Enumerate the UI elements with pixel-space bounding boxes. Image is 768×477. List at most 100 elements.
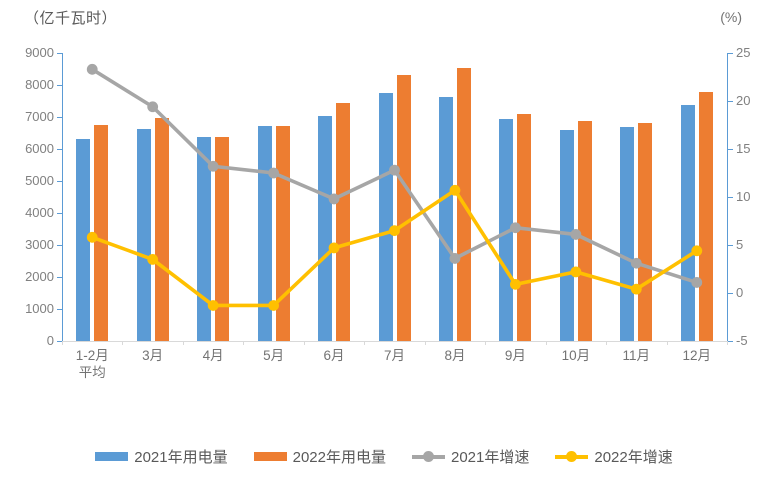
legend-label: 2022年增速 <box>594 449 673 466</box>
bar-2021年用电量 <box>499 118 514 341</box>
marker-2022年增速 <box>328 242 340 254</box>
category-axis-tick <box>666 341 668 345</box>
left-value-axis-line <box>62 53 63 342</box>
marker-2022年增速 <box>630 283 642 295</box>
left-axis-tick <box>57 277 62 278</box>
bar-2022年用电量 <box>94 125 109 341</box>
right-axis-unit-title: (%) <box>720 9 742 25</box>
bar-2021年用电量 <box>559 129 574 341</box>
right-axis-tick <box>728 149 733 150</box>
bar-2021年用电量 <box>257 125 272 341</box>
left-axis-tick <box>57 149 62 150</box>
marker-2021年增速 <box>86 63 98 75</box>
right-axis-tick-label: 0 <box>736 285 744 300</box>
category-axis-tick <box>243 341 245 345</box>
legend-line-swatch-icon <box>412 451 445 463</box>
left-axis-tick-label: 0 <box>46 333 54 348</box>
category-axis-tick <box>485 341 487 345</box>
right-axis-tick-label: 15 <box>736 141 751 156</box>
bar-2022年用电量 <box>698 92 713 341</box>
marker-2021年增速 <box>449 253 461 264</box>
category-axis-tick <box>424 341 426 345</box>
right-axis-tick-label: 25 <box>736 45 751 60</box>
left-axis-tick-label: 8000 <box>25 77 54 92</box>
legend-label: 2022年用电量 <box>292 449 386 466</box>
left-axis-tick <box>57 245 62 246</box>
legend-line-marker <box>423 451 434 462</box>
x-axis-category-label: 7月 <box>383 348 405 363</box>
marker-2021年增速 <box>691 277 703 288</box>
left-axis-tick-label: 1000 <box>25 301 54 316</box>
marker-2021年增速 <box>389 164 400 176</box>
left-axis-tick-label: 3000 <box>25 237 54 252</box>
marker-2021年增速 <box>630 257 642 269</box>
x-axis-category-label: 1-2月 平均 <box>75 348 109 380</box>
left-axis-tick-label: 2000 <box>25 269 54 284</box>
bar-2021年用电量 <box>197 137 212 341</box>
category-axis-tick <box>545 341 547 345</box>
category-axis-tick <box>62 341 63 345</box>
category-axis-line <box>62 341 728 342</box>
marker-2022年增速 <box>449 184 461 196</box>
right-axis-tick <box>728 245 733 246</box>
left-axis-unit-title: （亿千瓦时） <box>24 10 118 27</box>
legend-item-2022年用电量: 2022年用电量 <box>253 446 386 467</box>
marker-2022年增速 <box>510 278 521 290</box>
left-axis-tick-label: 4000 <box>25 205 54 220</box>
left-axis-tick <box>57 53 62 54</box>
category-axis-tick <box>303 341 305 345</box>
bar-2022年用电量 <box>396 74 411 341</box>
category-axis-tick <box>122 341 124 345</box>
left-axis-tick-label: 5000 <box>25 173 54 188</box>
bar-2022年用电量 <box>154 117 169 341</box>
left-axis-tick-label: 7000 <box>25 109 54 124</box>
left-axis-tick <box>57 117 62 118</box>
bar-2022年用电量 <box>336 102 351 341</box>
x-axis-category-label: 12月 <box>682 348 712 363</box>
marker-2021年增速 <box>570 229 582 240</box>
bar-2021年用电量 <box>438 97 453 341</box>
bar-2022年用电量 <box>215 136 230 341</box>
right-axis-tick-label: -5 <box>736 333 748 348</box>
x-axis-category-label: 10月 <box>561 348 591 363</box>
left-axis-tick <box>57 181 62 182</box>
marker-2021年增速 <box>510 222 521 234</box>
legend-item-2021年增速: 2021年增速 <box>412 446 529 467</box>
bar-2021年用电量 <box>378 92 393 341</box>
x-axis-category-label: 8月 <box>444 348 466 363</box>
bar-2022年用电量 <box>577 121 592 341</box>
right-axis-tick-label: 5 <box>736 237 744 252</box>
legend-label: 2021年增速 <box>451 449 530 466</box>
marker-2022年增速 <box>691 245 703 257</box>
x-axis-category-label: 6月 <box>323 348 345 363</box>
legend-line-marker <box>566 451 578 462</box>
right-value-axis-line <box>727 53 728 342</box>
left-axis-tick <box>57 309 62 310</box>
chart-legend: 2021年用电量 2022年用电量 2021年增速 2022年增速 <box>0 446 768 467</box>
line-2021年增速 <box>91 67 698 285</box>
marker-2022年增速 <box>268 300 279 311</box>
category-axis-tick <box>727 341 728 345</box>
bar-2021年用电量 <box>76 139 91 341</box>
legend-label: 2021年用电量 <box>134 449 228 466</box>
right-axis-tick-label: 20 <box>736 93 751 108</box>
left-axis-tick <box>57 85 62 86</box>
right-axis-tick-label: 10 <box>736 189 751 204</box>
legend-bar-swatch-icon <box>95 452 129 461</box>
marker-2022年增速 <box>570 266 582 278</box>
right-axis-tick <box>728 53 733 54</box>
x-axis-category-label: 5月 <box>263 348 285 363</box>
left-axis-tick-label: 6000 <box>25 141 54 156</box>
marker-2021年增速 <box>207 160 219 172</box>
x-axis-category-label: 4月 <box>202 348 224 363</box>
x-axis-category-label: 3月 <box>142 348 164 363</box>
marker-2021年增速 <box>147 101 159 113</box>
right-axis-tick <box>728 293 733 294</box>
marker-2022年增速 <box>389 225 400 237</box>
category-axis-tick <box>182 341 184 345</box>
right-axis-tick <box>728 341 733 342</box>
left-axis-tick <box>57 341 62 342</box>
left-axis-tick-label: 9000 <box>25 45 54 60</box>
